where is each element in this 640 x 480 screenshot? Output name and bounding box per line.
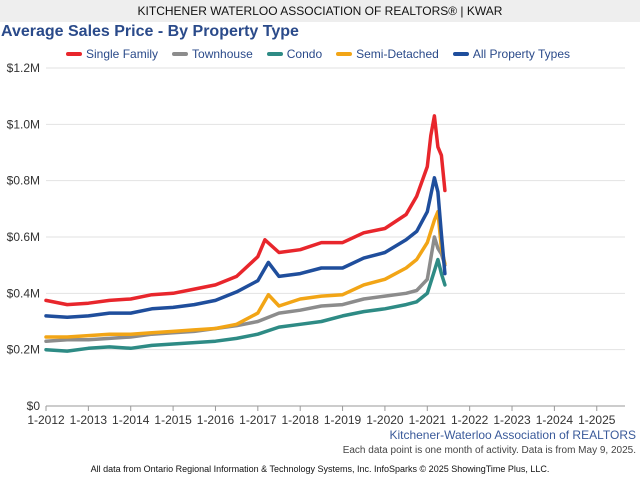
legend-label: Single Family: [86, 47, 159, 61]
y-tick-label: $0.4M: [7, 286, 40, 300]
banner: KITCHENER WATERLOO ASSOCIATION OF REALTO…: [0, 0, 640, 22]
x-tick-label: 1-2018: [282, 413, 320, 427]
x-tick-label: 1-2021: [409, 413, 447, 427]
x-tick-label: 1-2023: [493, 413, 531, 427]
y-tick-label: $0.2M: [7, 343, 40, 357]
series-line-semi-detached: [44, 209, 447, 339]
x-tick-label: 1-2024: [536, 413, 574, 427]
source-label: Kitchener-Waterloo Association of REALTO…: [389, 428, 636, 442]
legend-swatch: [266, 52, 283, 56]
y-tick-label: $1.0M: [7, 117, 40, 131]
legend-label: Condo: [286, 47, 323, 61]
legend-item-townhouse[interactable]: Townhouse: [172, 47, 253, 61]
legend-swatch: [172, 52, 189, 56]
legend-item-single-family[interactable]: Single Family: [66, 47, 158, 61]
y-tick-label: $1.2M: [7, 61, 40, 75]
legend-swatch: [452, 52, 469, 56]
series-line-condo: [44, 257, 447, 353]
legend-swatch: [336, 52, 353, 56]
x-tick-label: 1-2012: [27, 413, 65, 427]
legend-item-semi-detached[interactable]: Semi-Detached: [336, 47, 439, 61]
legend-item-all-property-types[interactable]: All Property Types: [452, 47, 570, 61]
x-tick-label: 1-2014: [112, 413, 150, 427]
x-tick-label: 1-2019: [324, 413, 362, 427]
legend: Single Family Townhouse Condo Semi-Detac…: [66, 46, 570, 62]
legend-label: Townhouse: [192, 47, 253, 61]
x-tick-label: 1-2013: [70, 413, 108, 427]
x-tick-label: 1-2025: [578, 413, 616, 427]
data-note: Each data point is one month of activity…: [342, 445, 636, 456]
legend-swatch: [66, 52, 82, 56]
legend-item-condo[interactable]: Condo: [266, 47, 323, 61]
x-tick-label: 1-2016: [197, 413, 235, 427]
y-tick-label: $0.8M: [7, 174, 40, 188]
x-tick-label: 1-2020: [366, 413, 404, 427]
x-tick-label: 1-2015: [154, 413, 192, 427]
series-line-townhouse: [44, 235, 447, 343]
credit-footer: All data from Ontario Regional Informati…: [90, 464, 550, 474]
legend-label: All Property Types: [472, 47, 570, 61]
legend-label: Semi-Detached: [356, 47, 439, 61]
series-line-all-property-types: [44, 176, 447, 320]
chart-title: Average Sales Price - By Property Type: [1, 23, 299, 40]
series-line-single-family: [44, 114, 447, 307]
y-tick-label: $0.6M: [7, 230, 40, 244]
x-tick-label: 1-2017: [239, 413, 277, 427]
y-tick-label: $0: [27, 399, 41, 413]
x-tick-label: 1-2022: [451, 413, 489, 427]
